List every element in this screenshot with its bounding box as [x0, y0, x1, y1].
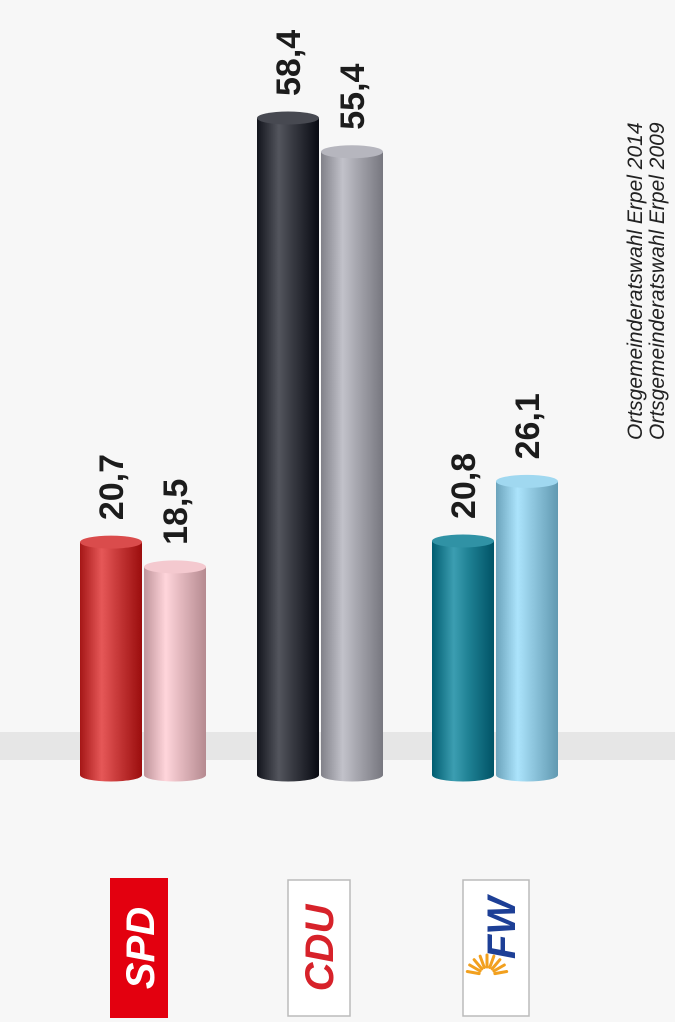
sun-ray	[492, 963, 506, 973]
bar-cdu-2014	[257, 118, 319, 782]
bar-spd-2014	[80, 542, 142, 782]
sun-ray	[465, 970, 481, 976]
value-label-cdu-2009: 55,4	[334, 63, 372, 129]
cdu-logo-text: CDU	[298, 904, 342, 992]
bar-cap-spd-2014	[80, 535, 142, 549]
value-label-spd-2014: 20,7	[93, 454, 131, 520]
bar-fw-2009	[496, 481, 558, 782]
bar-cap-spd-2009	[144, 560, 206, 574]
fw-logo: FW	[462, 879, 530, 1017]
sun-ray	[468, 963, 482, 973]
bar-cap-fw-2009	[496, 474, 558, 488]
bars-group	[80, 111, 558, 782]
spd-logo: SPD	[110, 878, 168, 1018]
spd-logo-text: SPD	[119, 907, 163, 989]
bar-cap-cdu-2014	[257, 111, 319, 125]
spd-logo-box	[110, 878, 168, 1018]
fw-logo-text: FW	[480, 894, 524, 959]
sun-ray	[490, 958, 502, 971]
legend-item-2009: Ortsgemeinderatswahl Erpel 2009	[646, 122, 669, 440]
value-label-spd-2009: 18,5	[157, 479, 195, 545]
sun-ray	[478, 954, 486, 969]
sun-ray	[493, 970, 509, 976]
value-label-fw-2014: 20,8	[445, 453, 483, 519]
bar-cap-cdu-2009	[321, 145, 383, 159]
cdu-logo: CDU	[287, 879, 351, 1017]
sun-ray	[472, 958, 484, 971]
sun-icon	[465, 953, 509, 976]
bar-cap-fw-2014	[432, 534, 494, 548]
bar-cdu-2009	[321, 151, 383, 782]
bar-spd-2009	[144, 566, 206, 782]
legend: Ortsgemeinderatswahl Erpel 2014 Ortsgeme…	[624, 122, 669, 440]
cdu-logo-box	[287, 879, 351, 1017]
bar-fw-2014	[432, 541, 494, 782]
fw-logo-box	[462, 879, 530, 1017]
value-label-cdu-2014: 58,4	[270, 30, 308, 96]
legend-item-2014: Ortsgemeinderatswahl Erpel 2014	[624, 122, 647, 440]
sun-ray	[488, 954, 496, 969]
value-label-fw-2009: 26,1	[509, 393, 547, 459]
value-labels: 20,7 18,5 58,4 55,4 20,8 26,1	[93, 30, 547, 545]
